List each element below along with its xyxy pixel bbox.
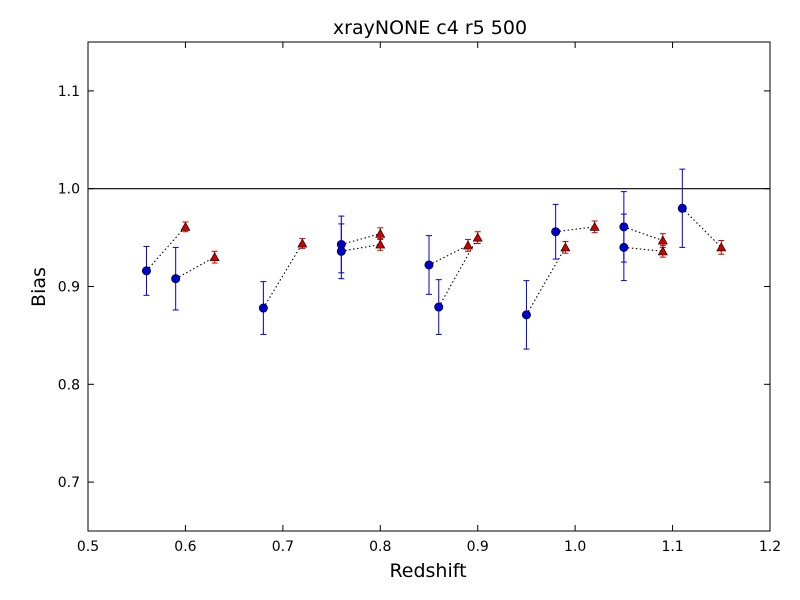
circle-point — [141, 266, 151, 276]
y-tick-label: 1.1 — [58, 84, 80, 100]
x-tick-label: 0.7 — [272, 539, 294, 555]
dotted-link — [341, 243, 381, 252]
triangle-point — [472, 232, 483, 242]
x-tick-label: 1.0 — [564, 539, 586, 555]
triangle-point — [589, 221, 600, 231]
dotted-link — [525, 247, 566, 316]
triangle-point — [657, 246, 668, 256]
x-tick-label: 1.1 — [661, 539, 683, 555]
dotted-link — [146, 226, 186, 272]
circle-point — [521, 310, 531, 320]
triangle-point — [209, 252, 220, 262]
circle-point — [258, 303, 268, 313]
circle-point — [434, 302, 444, 312]
dotted-link — [262, 243, 303, 309]
circle-point — [619, 242, 629, 252]
triangle-point — [657, 235, 668, 245]
triangle-point — [297, 238, 308, 248]
y-tick-label: 0.9 — [58, 280, 80, 296]
triangle-point — [560, 242, 571, 252]
triangle-point — [375, 228, 386, 238]
plot-area: 0.5 0.6 0.7 0.8 0.9 1.0 1.1 1.2 0.7 0.8 0.9 1.0 1.1 — [58, 41, 781, 555]
y-tick-label: 0.7 — [58, 475, 80, 491]
circle-point — [336, 246, 346, 256]
dotted-link — [623, 226, 664, 242]
dotted-link — [341, 233, 381, 245]
x-axis-label: Redshift — [389, 560, 466, 582]
triangle-point — [375, 239, 386, 249]
dotted-link — [428, 244, 469, 266]
dotted-link — [555, 226, 595, 233]
circle-point — [551, 227, 561, 237]
circle-point — [171, 274, 181, 284]
y-tick-label: 1.0 — [58, 182, 80, 198]
y-tick-label: 0.8 — [58, 377, 80, 393]
triangle-point — [180, 221, 191, 231]
x-tick-label: 1.2 — [759, 539, 781, 555]
circle-point — [677, 203, 687, 213]
triangle-point — [716, 242, 727, 252]
chart-title: xrayNONE c4 r5 500 — [333, 17, 527, 39]
dotted-link — [623, 246, 663, 252]
y-axis-label: Bias — [28, 267, 50, 307]
x-tick-label: 0.5 — [77, 539, 99, 555]
dotted-link — [438, 237, 479, 308]
dotted-link — [681, 207, 722, 248]
circle-point — [424, 260, 434, 270]
x-tick-label: 0.6 — [174, 539, 196, 555]
dotted-link — [175, 256, 215, 280]
x-tick-label: 0.9 — [467, 539, 489, 555]
triangle-point — [462, 240, 473, 250]
x-tick-label: 0.8 — [369, 539, 391, 555]
